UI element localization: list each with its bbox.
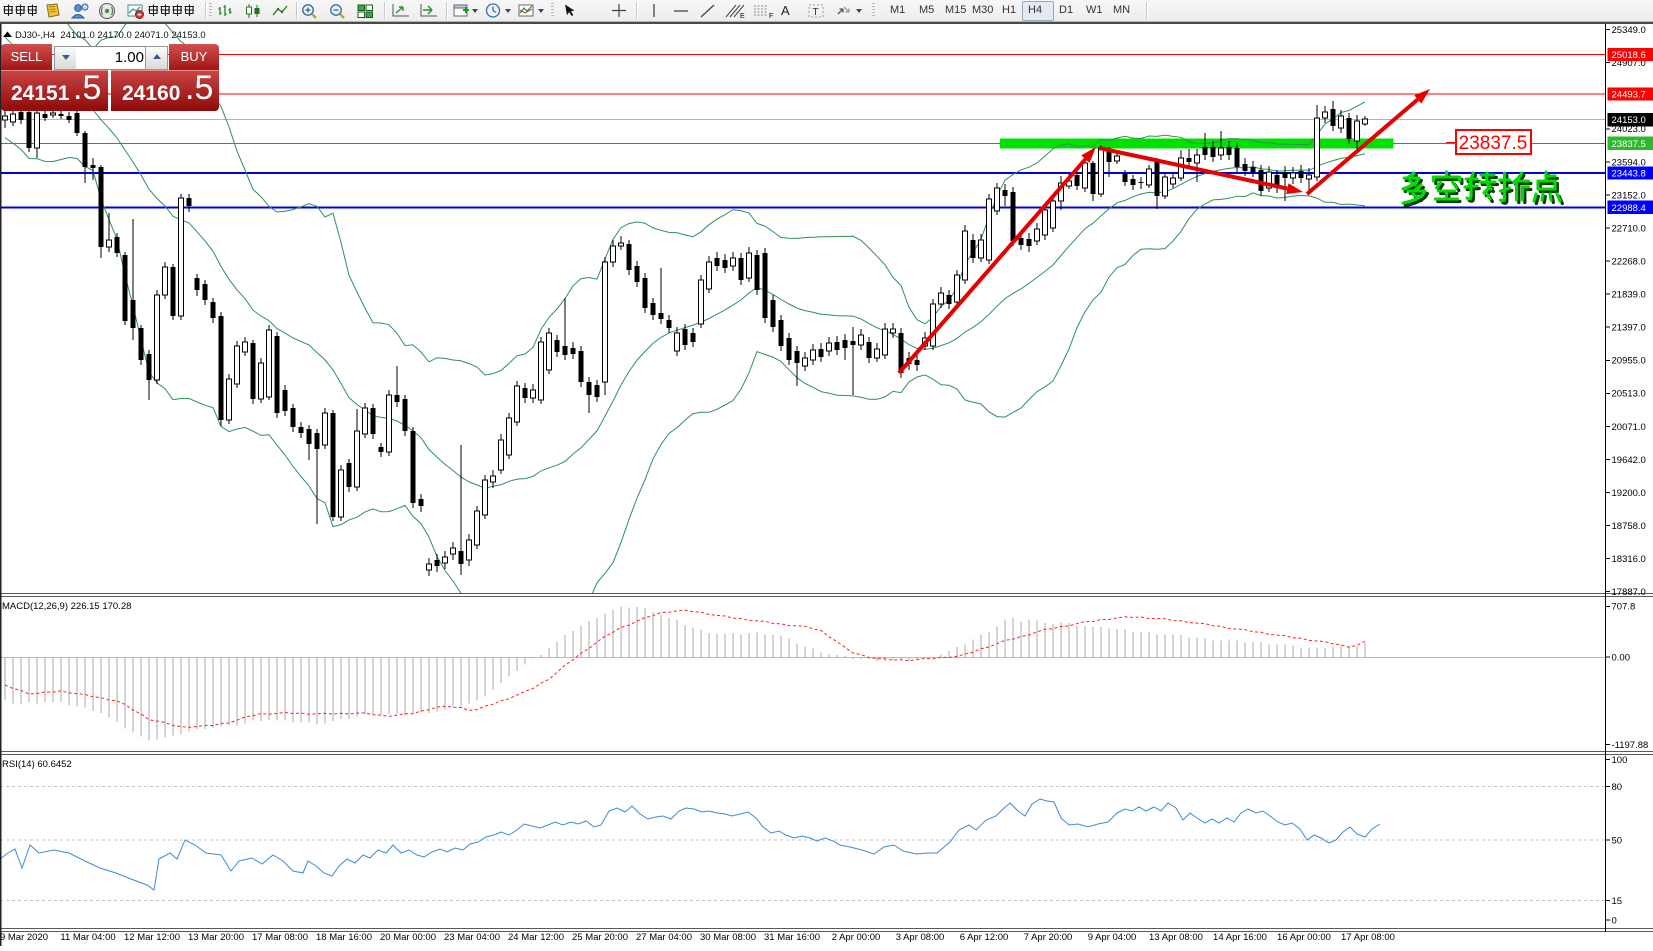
svg-text:25349.0: 25349.0 (1612, 25, 1646, 36)
svg-text:20 Mar 00:00: 20 Mar 00:00 (380, 932, 436, 943)
svg-text:13 Mar 20:00: 13 Mar 20:00 (188, 932, 244, 943)
svg-text:19200.0: 19200.0 (1612, 488, 1646, 499)
svg-text:MACD(12,26,9) 226.15 170.28: MACD(12,26,9) 226.15 170.28 (2, 601, 131, 612)
svg-text:21397.0: 21397.0 (1612, 323, 1646, 334)
svg-text:707.8: 707.8 (1612, 602, 1636, 613)
svg-text:23837.5: 23837.5 (1459, 133, 1528, 154)
svg-text:23443.8: 23443.8 (1612, 168, 1646, 179)
svg-text:13 Apr 08:00: 13 Apr 08:00 (1149, 932, 1203, 943)
svg-text:E: E (740, 13, 745, 20)
svg-text:23837.5: 23837.5 (1612, 139, 1646, 150)
svg-text:RSI(14) 60.6452: RSI(14) 60.6452 (2, 759, 72, 770)
svg-text:3 Apr 08:00: 3 Apr 08:00 (896, 932, 945, 943)
svg-text:14 Apr 16:00: 14 Apr 16:00 (1213, 932, 1267, 943)
svg-text:6 Apr 12:00: 6 Apr 12:00 (960, 932, 1009, 943)
svg-text:15: 15 (1612, 896, 1623, 907)
svg-text:25018.6: 25018.6 (1612, 50, 1646, 61)
svg-text:100: 100 (1612, 755, 1628, 766)
svg-text:DJ30-,H4 24101.0 24170.0 2407: DJ30-,H4 24101.0 24170.0 24071.0 24153.0 (15, 30, 206, 41)
svg-text:T: T (813, 7, 819, 18)
svg-text:0: 0 (1612, 916, 1617, 927)
svg-text:18316.0: 18316.0 (1612, 554, 1646, 565)
svg-text:23 Mar 04:00: 23 Mar 04:00 (444, 932, 500, 943)
svg-text:17887.0: 17887.0 (1612, 587, 1646, 598)
svg-text:16 Apr 00:00: 16 Apr 00:00 (1277, 932, 1331, 943)
svg-text:25 Mar 20:00: 25 Mar 20:00 (572, 932, 628, 943)
svg-text:22710.0: 22710.0 (1612, 223, 1646, 234)
svg-text:24493.7: 24493.7 (1612, 89, 1646, 100)
svg-text:18 Mar 16:00: 18 Mar 16:00 (316, 932, 372, 943)
svg-text:11 Mar 04:00: 11 Mar 04:00 (60, 932, 115, 943)
svg-text:31 Mar 16:00: 31 Mar 16:00 (764, 932, 820, 943)
svg-text:20955.0: 20955.0 (1612, 356, 1646, 367)
svg-text:24 Mar 12:00: 24 Mar 12:00 (508, 932, 564, 943)
svg-text:2 Apr 00:00: 2 Apr 00:00 (832, 932, 881, 943)
svg-text:18758.0: 18758.0 (1612, 521, 1646, 532)
svg-text:0.00: 0.00 (1612, 652, 1631, 663)
svg-text:24153.0: 24153.0 (1612, 115, 1646, 126)
svg-text:22268.0: 22268.0 (1612, 257, 1646, 268)
svg-text:50: 50 (1612, 835, 1623, 846)
svg-text:7 Apr 20:00: 7 Apr 20:00 (1024, 932, 1073, 943)
svg-text:-1197.88: -1197.88 (1612, 740, 1649, 751)
svg-text:17 Mar 08:00: 17 Mar 08:00 (252, 932, 308, 943)
svg-text:20513.0: 20513.0 (1612, 389, 1646, 400)
svg-text:19642.0: 19642.0 (1612, 455, 1646, 466)
svg-text:22988.4: 22988.4 (1612, 203, 1646, 214)
svg-text:9 Apr 04:00: 9 Apr 04:00 (1088, 932, 1137, 943)
svg-text:21839.0: 21839.0 (1612, 290, 1646, 301)
svg-text:17 Apr 08:00: 17 Apr 08:00 (1341, 932, 1395, 943)
svg-text:23152.0: 23152.0 (1612, 190, 1646, 201)
svg-text:27 Mar 04:00: 27 Mar 04:00 (636, 932, 692, 943)
svg-text:80: 80 (1612, 782, 1623, 793)
svg-text:F: F (769, 13, 773, 20)
svg-text:9 Mar 2020: 9 Mar 2020 (0, 932, 48, 943)
svg-text:12 Mar 12:00: 12 Mar 12:00 (124, 932, 180, 943)
svg-text:30 Mar 08:00: 30 Mar 08:00 (700, 932, 756, 943)
svg-text:20071.0: 20071.0 (1612, 422, 1646, 433)
